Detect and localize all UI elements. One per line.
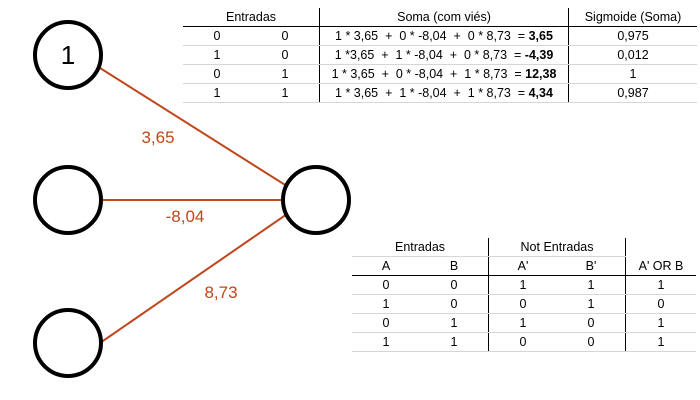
soma-result: 4,34 [528,86,553,100]
cell-a: 0 [183,26,251,46]
cell-b: 0 [251,45,320,65]
cell-sigmoide: 0,987 [568,83,697,103]
cell-a: 0 [183,64,251,84]
cell-b: 1 [420,332,489,352]
weight-3-label: 8,73 [204,283,237,302]
sum-table: Entradas Soma (com viés) Sigmoide (Soma)… [183,8,697,103]
cell-a-not-or-b: 1 [625,275,696,295]
logic-table-column-header: A B A' B' A' OR B [352,256,696,276]
table-row: 0 1 1 * 3,65 + 0 * -8,04 + 1 * 8,73 = 12… [183,64,697,84]
table-row: 0 0 1 1 1 [352,275,696,295]
cell-b: 1 [420,313,489,333]
cell-a-not-or-b: 0 [625,294,696,314]
col-b-not: B' [557,256,626,276]
weight-2-label: -8,04 [166,207,205,226]
input-node-1-label: 1 [61,40,75,70]
cell-b-not: 0 [557,313,626,333]
cell-a: 1 [352,332,420,352]
cell-soma: 1 * 3,65 + 1 * -8,04 + 1 * 8,73 = 4,34 [319,83,569,103]
logic-table: Entradas Not Entradas A B A' B' A' OR B … [352,238,696,352]
header-empty [625,238,696,257]
cell-soma: 1 *3,65 + 1 * -8,04 + 0 * 8,73 = -4,39 [319,45,569,65]
table-row: 0 1 1 0 1 [352,313,696,333]
header-entradas: Entradas [352,238,489,257]
cell-a: 1 [183,83,251,103]
table-row: 1 0 1 *3,65 + 1 * -8,04 + 0 * 8,73 = -4,… [183,45,697,65]
soma-result: 12,38 [525,67,557,81]
cell-b-not: 0 [557,332,626,352]
header-not-entradas: Not Entradas [488,238,626,257]
cell-b-not: 1 [557,275,626,295]
col-a-not-or-b: A' OR B [625,256,696,276]
soma-result: 3,65 [528,29,553,43]
table-row: 0 0 1 * 3,65 + 0 * -8,04 + 0 * 8,73 = 3,… [183,26,697,46]
cell-a-not-or-b: 1 [625,313,696,333]
cell-sigmoide: 0,975 [568,26,697,46]
logic-table-group-header: Entradas Not Entradas [352,238,696,257]
cell-b: 1 [251,83,320,103]
col-a: A [352,256,420,276]
header-entradas: Entradas [183,8,320,27]
soma-expression: 1 * 3,65 + 0 * -8,04 + 0 * 8,73 = [335,29,529,43]
cell-a-not: 1 [488,275,557,295]
soma-result: -4,39 [524,48,554,62]
table-row: 1 1 1 * 3,65 + 1 * -8,04 + 1 * 8,73 = 4,… [183,83,697,103]
input-node-2 [33,165,103,235]
soma-expression: 1 *3,65 + 1 * -8,04 + 0 * 8,73 = [334,48,525,62]
soma-expression: 1 * 3,65 + 1 * -8,04 + 1 * 8,73 = [335,86,529,100]
input-node-1 [33,20,103,90]
soma-expression: 1 * 3,65 + 0 * -8,04 + 1 * 8,73 = [331,67,526,81]
sum-table-header: Entradas Soma (com viés) Sigmoide (Soma) [183,8,697,27]
cell-a-not: 0 [488,294,557,314]
cell-b: 1 [251,64,320,84]
table-row: 1 0 0 1 0 [352,294,696,314]
col-a-not: A' [488,256,557,276]
col-b: B [420,256,489,276]
cell-a: 0 [352,275,420,295]
cell-sigmoide: 0,012 [568,45,697,65]
cell-b: 0 [420,294,489,314]
cell-b: 0 [251,26,320,46]
cell-a: 1 [183,45,251,65]
cell-a: 1 [352,294,420,314]
cell-a: 0 [352,313,420,333]
edge-input1-output [99,67,291,189]
input-node-3 [33,308,103,378]
weight-1-label: 3,65 [141,128,174,147]
table-row: 1 1 0 0 1 [352,332,696,352]
cell-b: 0 [420,275,489,295]
header-sigmoide: Sigmoide (Soma) [568,8,697,27]
output-node [281,165,351,235]
cell-sigmoide: 1 [568,64,697,84]
cell-b-not: 1 [557,294,626,314]
cell-soma: 1 * 3,65 + 0 * -8,04 + 1 * 8,73 = 12,38 [319,64,569,84]
cell-a-not: 0 [488,332,557,352]
edge-input3-output [99,211,291,344]
header-soma: Soma (com viés) [319,8,569,27]
cell-soma: 1 * 3,65 + 0 * -8,04 + 0 * 8,73 = 3,65 [319,26,569,46]
cell-a-not: 1 [488,313,557,333]
cell-a-not-or-b: 1 [625,332,696,352]
